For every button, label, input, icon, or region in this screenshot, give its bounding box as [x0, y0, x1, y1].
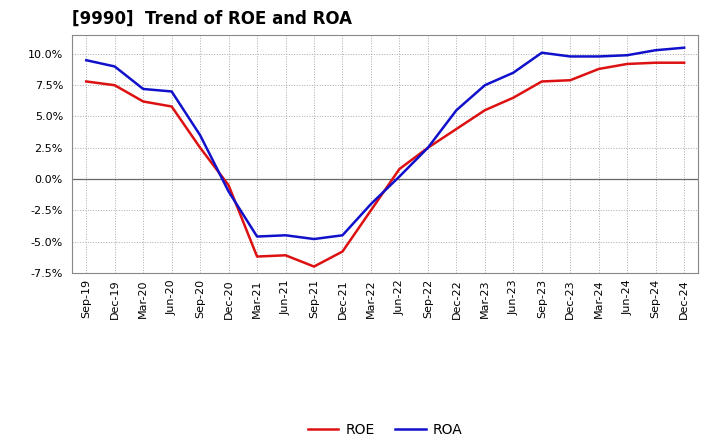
- ROA: [310, 236, 318, 242]
- ROE: [395, 166, 404, 172]
- ROE: [623, 61, 631, 66]
- Text: [9990]  Trend of ROE and ROA: [9990] Trend of ROE and ROA: [72, 10, 352, 28]
- ROE: [452, 126, 461, 132]
- ROE: [652, 60, 660, 66]
- ROE: [480, 108, 489, 113]
- ROE: [196, 145, 204, 150]
- ROE: [139, 99, 148, 104]
- ROA: [366, 202, 375, 207]
- Line: ROA: ROA: [86, 48, 684, 239]
- ROA: [167, 89, 176, 94]
- ROE: [338, 249, 347, 254]
- ROA: [225, 189, 233, 194]
- ROA: [566, 54, 575, 59]
- ROA: [196, 132, 204, 138]
- ROE: [82, 79, 91, 84]
- ROA: [652, 48, 660, 53]
- ROA: [82, 58, 91, 63]
- ROA: [282, 233, 290, 238]
- ROA: [253, 234, 261, 239]
- ROE: [566, 77, 575, 83]
- ROE: [595, 66, 603, 72]
- ROA: [595, 54, 603, 59]
- Legend: ROE, ROA: ROE, ROA: [302, 418, 468, 440]
- ROA: [623, 52, 631, 58]
- ROA: [110, 64, 119, 69]
- ROA: [139, 86, 148, 92]
- ROE: [110, 83, 119, 88]
- ROE: [167, 104, 176, 109]
- ROE: [366, 208, 375, 213]
- ROE: [423, 145, 432, 150]
- ROA: [509, 70, 518, 75]
- ROA: [338, 233, 347, 238]
- Line: ROE: ROE: [86, 63, 684, 267]
- ROE: [225, 183, 233, 188]
- ROA: [452, 108, 461, 113]
- ROE: [537, 79, 546, 84]
- ROA: [423, 145, 432, 150]
- ROA: [395, 174, 404, 179]
- ROA: [537, 50, 546, 55]
- ROA: [480, 83, 489, 88]
- ROE: [310, 264, 318, 269]
- ROE: [680, 60, 688, 66]
- ROA: [680, 45, 688, 50]
- ROE: [282, 253, 290, 258]
- ROE: [509, 95, 518, 100]
- ROE: [253, 254, 261, 259]
